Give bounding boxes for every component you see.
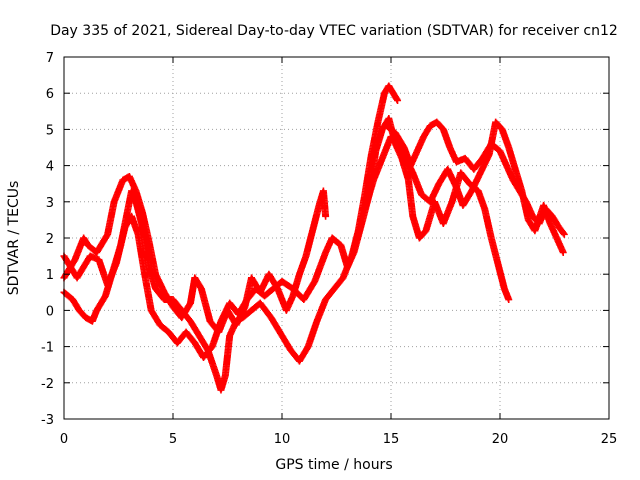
- data-point: [559, 229, 567, 237]
- x-axis-label: GPS time / hours: [275, 457, 392, 473]
- x-tick-label: 10: [274, 432, 291, 447]
- x-tick-label: 0: [60, 432, 68, 447]
- data-points: [60, 82, 568, 394]
- series-trace-3: [60, 172, 330, 336]
- y-tick-label: 4: [46, 160, 54, 175]
- x-tick-label: 20: [492, 432, 509, 447]
- y-tick-label: -1: [41, 341, 54, 356]
- chart-title: Day 335 of 2021, Sidereal Day-to-day VTE…: [50, 23, 618, 39]
- data-point: [394, 96, 402, 104]
- data-point: [505, 296, 513, 304]
- y-tick-label: 3: [46, 196, 54, 211]
- x-tick-label: 25: [601, 432, 618, 447]
- y-tick-label: 1: [46, 268, 54, 283]
- axes: 0 5 10 15 20 25 -3 -2 -1 0 1 2 3 4 5 6 7: [41, 51, 617, 447]
- data-point: [322, 212, 330, 220]
- y-tick-label: 0: [46, 304, 54, 319]
- y-tick-label: 7: [46, 51, 54, 66]
- y-tick-label: -3: [41, 413, 54, 428]
- y-tick-label: 6: [46, 87, 54, 102]
- series-trace-5: [383, 118, 568, 238]
- y-axis-label: SDTVAR / TECUs: [6, 181, 22, 296]
- x-tick-label: 15: [383, 432, 400, 447]
- grid: [64, 57, 609, 419]
- data-point: [560, 230, 568, 238]
- data-point: [559, 248, 567, 256]
- y-tick-label: 5: [46, 123, 54, 138]
- x-tick-label: 5: [169, 432, 177, 447]
- y-tick-label: 2: [46, 232, 54, 247]
- y-tick-label: -2: [41, 377, 54, 392]
